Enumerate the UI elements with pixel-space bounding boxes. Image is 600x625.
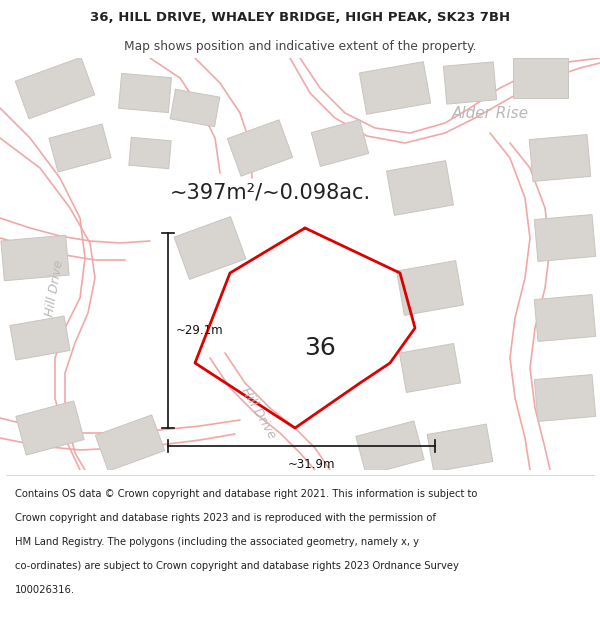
Polygon shape xyxy=(400,344,461,392)
Text: HM Land Registry. The polygons (including the associated geometry, namely x, y: HM Land Registry. The polygons (includin… xyxy=(15,537,419,547)
Text: ~29.1m: ~29.1m xyxy=(176,324,224,337)
Polygon shape xyxy=(359,62,431,114)
Text: ~31.9m: ~31.9m xyxy=(288,458,335,471)
Polygon shape xyxy=(534,214,596,261)
Text: Map shows position and indicative extent of the property.: Map shows position and indicative extent… xyxy=(124,40,476,53)
Text: Contains OS data © Crown copyright and database right 2021. This information is : Contains OS data © Crown copyright and d… xyxy=(15,489,478,499)
Text: co-ordinates) are subject to Crown copyright and database rights 2023 Ordnance S: co-ordinates) are subject to Crown copyr… xyxy=(15,561,459,571)
Polygon shape xyxy=(529,134,591,181)
Polygon shape xyxy=(534,294,596,341)
Text: Alder Rise: Alder Rise xyxy=(452,106,529,121)
Text: Hill Drive: Hill Drive xyxy=(44,259,67,318)
Polygon shape xyxy=(427,424,493,472)
Polygon shape xyxy=(129,138,171,169)
Polygon shape xyxy=(227,120,293,176)
Polygon shape xyxy=(49,124,111,172)
Text: Crown copyright and database rights 2023 and is reproduced with the permission o: Crown copyright and database rights 2023… xyxy=(15,512,436,522)
Polygon shape xyxy=(16,401,84,455)
Polygon shape xyxy=(443,62,497,104)
Polygon shape xyxy=(397,261,463,316)
Polygon shape xyxy=(119,73,172,112)
Polygon shape xyxy=(95,415,164,471)
Text: ~397m²/~0.098ac.: ~397m²/~0.098ac. xyxy=(169,183,371,203)
Polygon shape xyxy=(534,374,596,421)
Polygon shape xyxy=(1,235,69,281)
Text: Hill Drive: Hill Drive xyxy=(238,385,278,441)
Polygon shape xyxy=(170,89,220,127)
Text: 36: 36 xyxy=(304,336,336,360)
Polygon shape xyxy=(15,58,95,119)
Polygon shape xyxy=(512,58,568,98)
Polygon shape xyxy=(311,119,368,166)
Text: 36, HILL DRIVE, WHALEY BRIDGE, HIGH PEAK, SK23 7BH: 36, HILL DRIVE, WHALEY BRIDGE, HIGH PEAK… xyxy=(90,11,510,24)
Text: 100026316.: 100026316. xyxy=(15,585,75,595)
Polygon shape xyxy=(174,217,246,279)
Polygon shape xyxy=(356,421,424,475)
Polygon shape xyxy=(10,316,70,360)
Polygon shape xyxy=(386,161,454,216)
